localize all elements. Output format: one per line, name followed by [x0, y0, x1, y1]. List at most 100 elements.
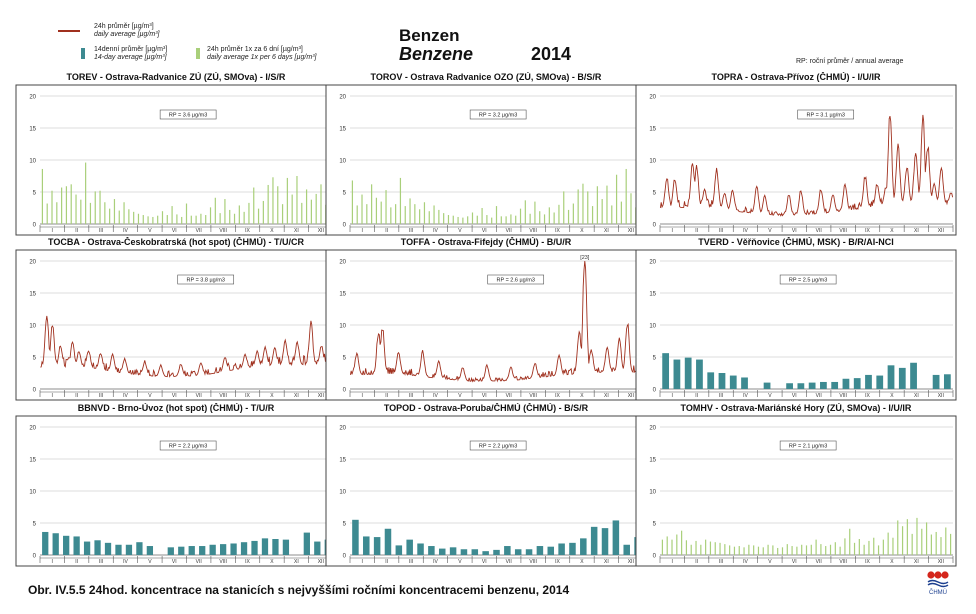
bar: [409, 198, 411, 224]
bar: [757, 546, 760, 555]
month-label: XII: [938, 393, 944, 399]
month-label: I: [672, 228, 673, 234]
month-label: III: [719, 393, 723, 399]
y-tick-label: 20: [29, 260, 36, 266]
bar: [467, 216, 469, 224]
bar: [829, 544, 832, 555]
month-label: X: [270, 559, 274, 565]
bar: [781, 547, 784, 555]
bar: [240, 542, 248, 555]
bar: [901, 526, 904, 555]
bar: [601, 528, 609, 555]
bar: [547, 546, 555, 555]
month-label: XII: [628, 559, 634, 565]
y-tick-label: 10: [649, 490, 656, 496]
bar: [125, 544, 133, 555]
bar: [853, 378, 861, 389]
month-label: XI: [604, 559, 609, 565]
bar: [681, 530, 683, 555]
panel-title: BBNVD - Brno-Úvoz (hot spot) (ČHMÚ) - T/…: [77, 403, 275, 413]
bar: [844, 538, 846, 555]
bar: [229, 209, 231, 224]
y-tick-label: 15: [339, 458, 346, 464]
month-label: I: [52, 228, 53, 234]
bar: [51, 190, 53, 224]
bar: [433, 205, 435, 224]
bar: [863, 544, 865, 555]
y-tick-label: 5: [33, 356, 37, 362]
bar: [419, 209, 421, 224]
bar: [777, 547, 779, 555]
month-label: V: [148, 228, 152, 234]
bar: [582, 183, 584, 224]
panel-title: TOMHV - Ostrava-Mariánské Hory (ZÚ, SMOv…: [680, 403, 912, 413]
bar: [361, 194, 363, 224]
bar: [390, 207, 392, 224]
y-tick-label: 20: [339, 426, 346, 432]
bar: [447, 215, 450, 224]
y-tick-label: 20: [29, 95, 36, 101]
bar: [810, 544, 812, 555]
bar: [690, 544, 692, 555]
bar: [314, 541, 321, 555]
rp-annotation: RP = 2.5 µg/m3: [789, 278, 827, 284]
rp-annotation: RP = 2.2 µg/m3: [479, 444, 517, 450]
month-label: X: [890, 393, 894, 399]
bar: [42, 531, 49, 555]
month-label: VIII: [839, 228, 847, 234]
y-tick-label: 0: [653, 388, 657, 394]
y-tick-label: 10: [649, 159, 656, 165]
month-label: X: [890, 559, 894, 565]
bar: [41, 168, 44, 224]
y-tick-label: 10: [29, 490, 36, 496]
rp-box: [487, 274, 545, 285]
chart-panel-topra: TOPRA - Ostrava-Přívoz (ČHMÚ) - I/U/IR 0…: [635, 72, 957, 236]
bar: [495, 206, 498, 224]
bar: [238, 205, 240, 224]
bar: [414, 204, 416, 224]
bar: [94, 540, 101, 555]
bar: [842, 378, 850, 389]
month-label: XII: [938, 228, 944, 234]
bar: [767, 544, 769, 555]
bar: [219, 544, 227, 555]
month-label: VI: [172, 228, 177, 234]
bar: [178, 546, 185, 555]
bar: [898, 367, 906, 389]
bar: [882, 539, 884, 555]
legend-daily-swatch: [58, 30, 80, 32]
month-label: III: [409, 559, 413, 565]
month-label: VII: [196, 228, 202, 234]
y-tick-label: 5: [343, 191, 347, 197]
bar: [536, 546, 544, 555]
month-label: XI: [604, 228, 609, 234]
month-label: III: [99, 228, 103, 234]
bar: [763, 382, 771, 389]
bar: [481, 208, 483, 224]
bar: [85, 162, 87, 224]
bar: [873, 537, 875, 555]
month-label: II: [695, 559, 698, 565]
rp-annotation: RP = 3.8 µg/m3: [187, 278, 225, 284]
bar: [661, 539, 664, 555]
bar: [123, 202, 125, 224]
panel-title: TOPOD - Ostrava-Poruba/ČHMÚ (ČHMÚ) - B/S…: [383, 403, 589, 413]
bar: [820, 381, 827, 389]
rp-box: [469, 440, 527, 451]
month-label: V: [458, 559, 462, 565]
month-label: VI: [792, 393, 797, 399]
rp-annotation: RP = 3.6 µg/m3: [169, 113, 207, 119]
month-label: IV: [433, 559, 438, 565]
bar: [399, 177, 402, 224]
bar: [601, 199, 603, 224]
bar: [395, 545, 403, 555]
bar: [877, 545, 880, 555]
rp-annotation: RP = 2.1 µg/m3: [789, 444, 827, 450]
month-label: XII: [628, 393, 634, 399]
bar: [291, 194, 293, 224]
month-label: X: [270, 228, 274, 234]
y-tick-label: 5: [653, 522, 657, 528]
bar: [705, 539, 707, 555]
bar: [61, 187, 63, 224]
